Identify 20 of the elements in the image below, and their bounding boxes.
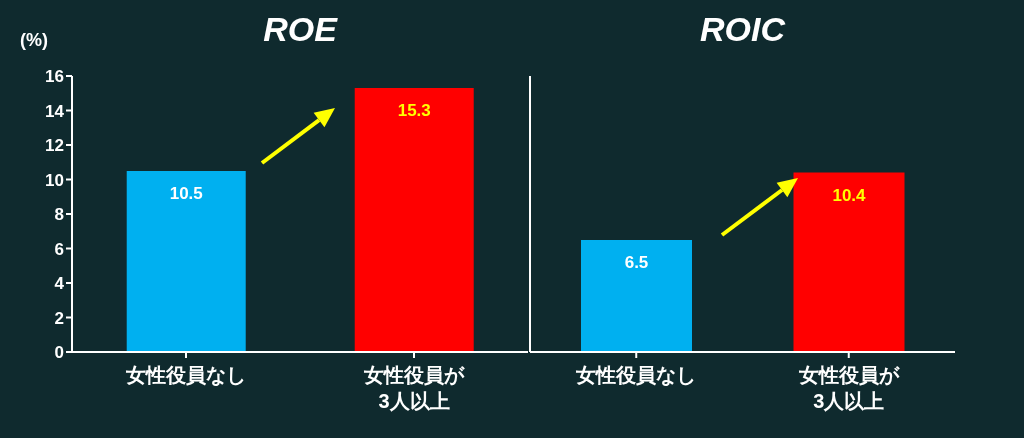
data-label: 10.5 bbox=[169, 183, 203, 203]
x-tick-label: 女性役員なし bbox=[575, 364, 697, 386]
y-tick-label: 12 bbox=[45, 136, 64, 156]
y-axis-title: (%) bbox=[20, 30, 48, 51]
data-label: 15.3 bbox=[397, 101, 431, 121]
y-tick-label: 4 bbox=[54, 274, 65, 294]
x-tick-label: 女性役員が 3人以上 bbox=[363, 364, 465, 412]
chart-title: ROIC bbox=[699, 10, 786, 49]
y-tick-label: 14 bbox=[45, 101, 65, 121]
chart-title: ROE bbox=[262, 10, 339, 49]
x-tick-label: 女性役員なし bbox=[125, 364, 246, 386]
y-tick-label: 6 bbox=[54, 239, 64, 259]
y-tick-label: 2 bbox=[54, 308, 64, 328]
y-tick-label: 0 bbox=[54, 343, 64, 363]
data-label: 6.5 bbox=[624, 252, 649, 272]
x-tick-label: 女性役員が 3人以上 bbox=[797, 364, 900, 412]
data-label: 10.4 bbox=[832, 185, 867, 205]
y-tick-label: 10 bbox=[45, 170, 64, 190]
y-tick-label: 16 bbox=[45, 67, 64, 87]
y-tick-label: 8 bbox=[54, 205, 64, 225]
